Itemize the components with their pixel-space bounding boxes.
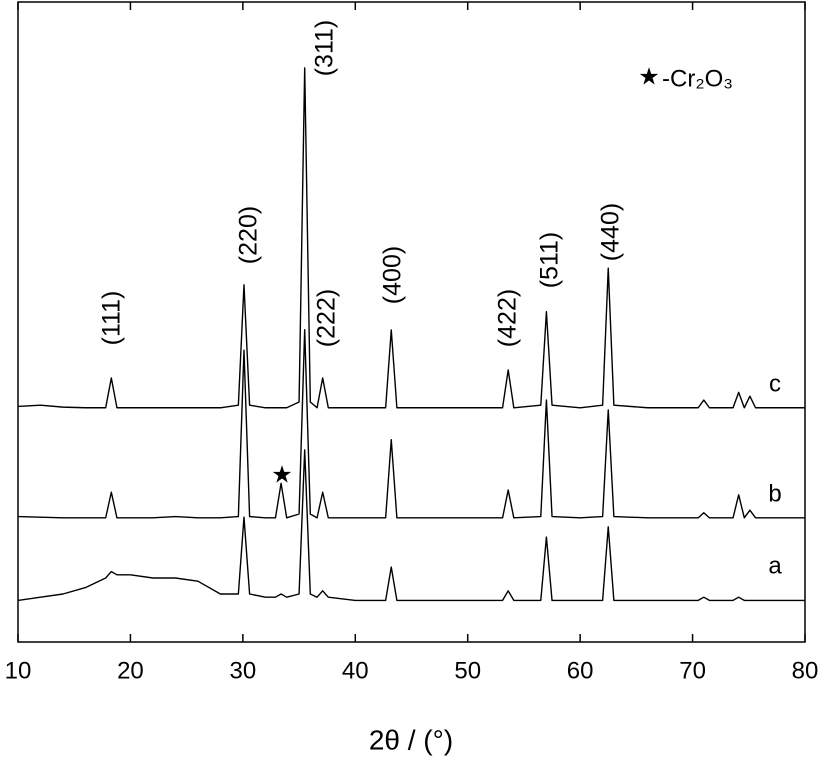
phase-star: ★ — [271, 461, 293, 488]
x-tick-label: 10 — [5, 657, 32, 684]
x-tick-label: 40 — [342, 657, 369, 684]
x-axis-title: 2θ / (°) — [369, 724, 453, 755]
series-label: c — [769, 370, 781, 397]
peak-label: (311) — [311, 20, 339, 77]
peak-label: (220) — [235, 206, 263, 264]
x-tick-label: 60 — [567, 657, 594, 684]
peak-label: (111) — [98, 291, 126, 346]
legend-text: -Cr₂O₃ — [662, 65, 733, 92]
series-line — [17, 67, 805, 409]
peak-label: (511) — [536, 232, 564, 289]
x-tick-label: 80 — [792, 657, 819, 684]
series-label: a — [768, 552, 782, 579]
plot-frame — [17, 1, 806, 643]
x-tick-label: 50 — [454, 657, 481, 684]
x-tick-label: 30 — [230, 657, 257, 684]
x-tick-label: 70 — [679, 657, 706, 684]
series-label: b — [768, 480, 781, 507]
peak-label: (222) — [313, 289, 341, 347]
x-tick-label: 20 — [117, 657, 144, 684]
series-line — [17, 328, 805, 519]
peak-label: (440) — [597, 203, 625, 261]
peak-label: (400) — [379, 246, 407, 304]
peak-label: (422) — [494, 289, 522, 347]
series-line — [17, 449, 805, 602]
legend-star: ★ — [638, 63, 660, 90]
